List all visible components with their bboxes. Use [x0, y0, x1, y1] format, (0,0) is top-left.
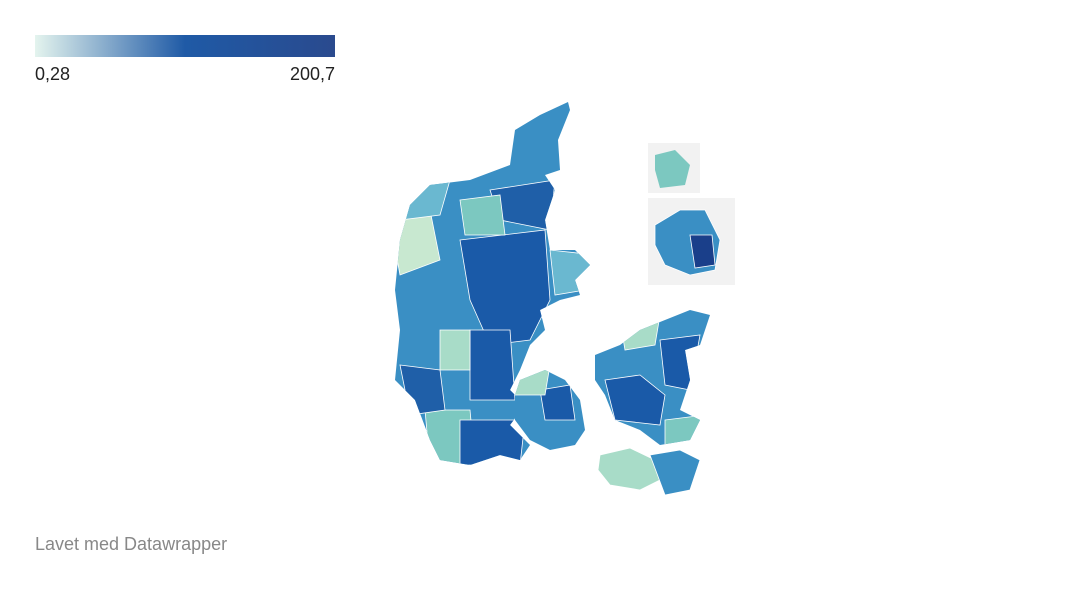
zealand: [595, 310, 710, 445]
bornholm: [655, 150, 690, 188]
legend-min-label: 0,28: [35, 64, 70, 84]
inset-copenhagen: [648, 198, 735, 285]
footer: Lavet med Datawrapper: [35, 534, 228, 554]
lolland: [597, 447, 661, 491]
jutland: [395, 102, 590, 465]
copenhagen-area: [654, 209, 721, 276]
legend-max-label: 200,7: [290, 64, 335, 84]
falster: [649, 449, 701, 496]
inset-bornholm: [648, 143, 700, 193]
legend-bar: [35, 35, 335, 57]
legend: 0,28 200,7: [35, 35, 335, 84]
copenhagen: [689, 234, 716, 269]
funen: [515, 370, 585, 450]
